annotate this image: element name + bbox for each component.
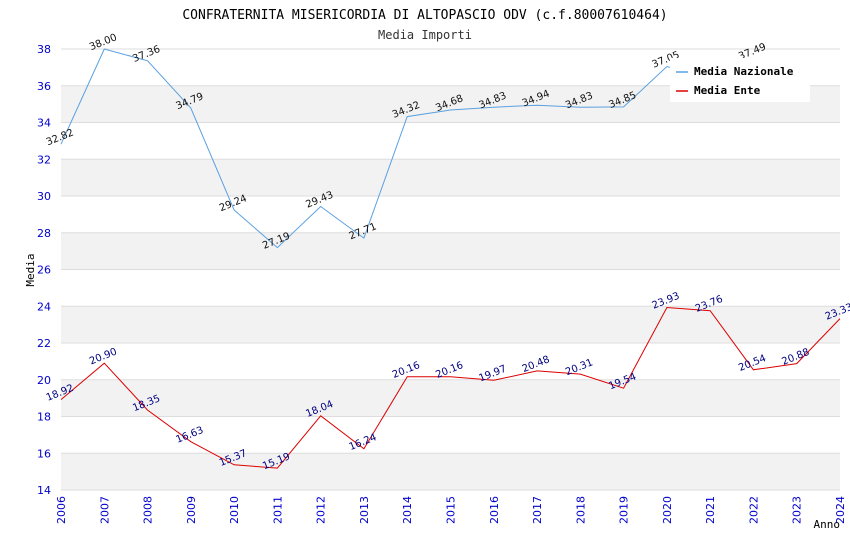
y-tick-label: 32 (37, 153, 51, 166)
y-axis-ticks: 14 16 18 20 22 24 26 28 30 32 34 36 38 (37, 43, 51, 497)
data-label: 20.31 (564, 357, 595, 378)
x-tick-label: 2013 (358, 496, 371, 524)
x-tick-label: 2017 (531, 496, 544, 524)
data-label: 20.54 (737, 353, 768, 374)
chart-title: CONFRATERNITA MISERICORDIA DI ALTOPASCIO… (182, 8, 667, 23)
x-axis-ticks: 2006 2007 2008 2009 2010 2011 2012 2013 2014 2015… (55, 496, 847, 524)
x-tick-label: 2023 (791, 496, 804, 524)
y-tick-label: 30 (37, 190, 51, 203)
x-tick-label: 2008 (142, 496, 155, 524)
y-tick-label: 26 (37, 264, 51, 277)
background-bands (61, 85, 840, 490)
chart-subtitle: Media Importi (378, 28, 472, 42)
data-label: 20.88 (780, 347, 811, 368)
y-tick-label: 38 (37, 43, 51, 56)
x-tick-label: 2012 (315, 496, 328, 524)
y-tick-label: 24 (37, 300, 51, 313)
data-label: 16.24 (348, 432, 379, 453)
gridlines (61, 48, 840, 491)
legend-label-ente: Media Ente (694, 84, 761, 97)
y-tick-label: 36 (37, 80, 51, 93)
y-tick-label: 16 (37, 447, 51, 460)
x-tick-label: 2007 (98, 496, 111, 524)
legend-label-nazionale: Media Nazionale (694, 65, 794, 78)
x-tick-label: 2018 (574, 496, 587, 524)
x-tick-label: 2024 (834, 496, 847, 524)
x-tick-label: 2020 (661, 496, 674, 524)
y-tick-label: 18 (37, 411, 51, 424)
x-tick-label: 2010 (228, 496, 241, 524)
y-tick-label: 20 (37, 374, 51, 387)
legend: Media Nazionale Media Ente (670, 58, 810, 102)
x-tick-label: 2006 (55, 496, 68, 524)
x-tick-label: 2021 (704, 496, 717, 524)
y-tick-label: 22 (37, 337, 51, 350)
data-label: 16.63 (175, 425, 206, 446)
legend-box (670, 58, 810, 102)
data-label: 32.82 (45, 127, 76, 148)
y-axis-label: Media (24, 253, 37, 286)
series-lines (60, 48, 841, 469)
series-line-nazionale (60, 48, 754, 249)
x-tick-label: 2015 (445, 496, 458, 524)
grid-band (61, 232, 840, 270)
data-label: 37.36 (131, 44, 162, 65)
grid-band (61, 306, 840, 343)
grid-band (61, 379, 840, 417)
x-tick-label: 2019 (618, 496, 631, 524)
y-tick-label: 34 (37, 117, 51, 130)
x-tick-label: 2016 (488, 496, 501, 524)
grid-band (61, 159, 840, 196)
series-line-ente (60, 306, 841, 469)
x-tick-label: 2014 (401, 496, 414, 524)
x-axis-label: Anno (814, 518, 841, 531)
grid-band (61, 453, 840, 490)
x-tick-label: 2009 (185, 496, 198, 524)
x-tick-label: 2022 (747, 496, 760, 524)
y-tick-label: 28 (37, 227, 51, 240)
y-tick-label: 14 (37, 484, 51, 497)
x-tick-label: 2011 (271, 496, 284, 524)
